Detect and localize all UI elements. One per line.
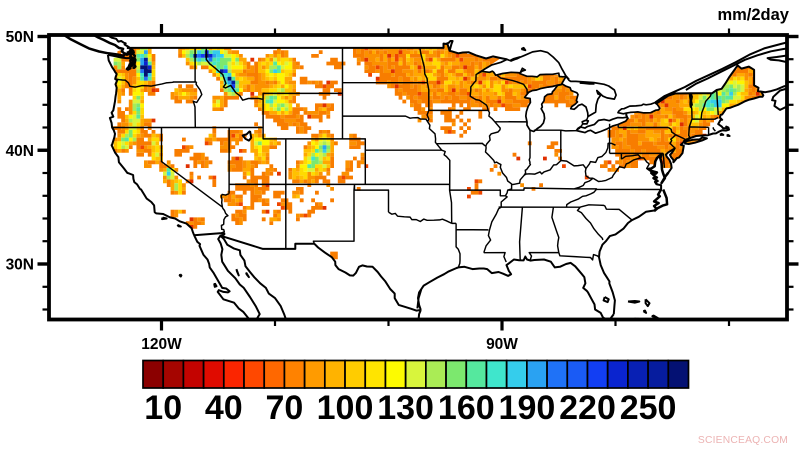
svg-text:SCIENCEAQ.COM: SCIENCEAQ.COM [698, 435, 788, 446]
svg-text:250: 250 [620, 389, 677, 427]
svg-text:40: 40 [205, 389, 243, 427]
svg-text:190: 190 [499, 389, 556, 427]
svg-text:30N: 30N [6, 257, 34, 274]
svg-text:40N: 40N [6, 143, 34, 160]
svg-text:120W: 120W [141, 336, 182, 353]
svg-text:160: 160 [438, 389, 495, 427]
svg-text:100: 100 [317, 389, 374, 427]
svg-text:10: 10 [144, 389, 182, 427]
svg-text:50N: 50N [6, 29, 34, 46]
svg-text:220: 220 [559, 389, 616, 427]
svg-text:130: 130 [377, 389, 434, 427]
svg-text:mm/2day: mm/2day [717, 6, 789, 24]
svg-text:90W: 90W [486, 336, 518, 353]
svg-text:70: 70 [265, 389, 303, 427]
